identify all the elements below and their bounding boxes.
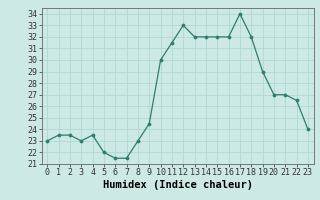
X-axis label: Humidex (Indice chaleur): Humidex (Indice chaleur)	[103, 180, 252, 190]
